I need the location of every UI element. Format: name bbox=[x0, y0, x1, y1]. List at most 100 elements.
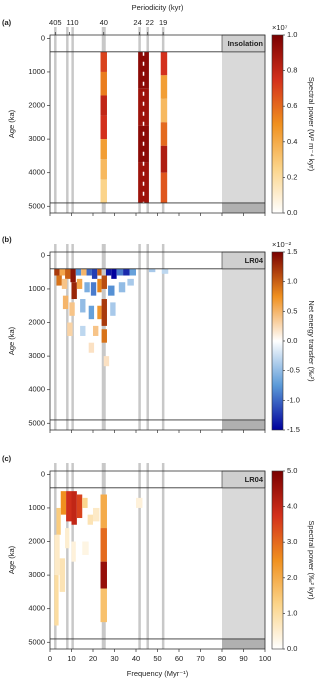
heatmap-cell bbox=[82, 541, 89, 555]
heatmap-cell bbox=[65, 268, 71, 279]
heatmap-cell bbox=[108, 285, 115, 296]
colorbar-tick-label: 1.0 bbox=[287, 277, 297, 286]
colorbar bbox=[271, 470, 284, 650]
colorbar-tick-label: 2.0 bbox=[287, 573, 297, 582]
tag: LR04 bbox=[245, 475, 264, 484]
y-tick-label: 0 bbox=[41, 250, 45, 259]
x-tick-label: 50 bbox=[153, 654, 161, 663]
heatmap-cell bbox=[129, 268, 136, 276]
shaded-region bbox=[222, 419, 265, 430]
heatmap-cell bbox=[88, 305, 95, 320]
heatmap-cell bbox=[90, 282, 97, 296]
x-axis-label: Frequency (Myr⁻¹) bbox=[127, 669, 189, 678]
panel: (a) Insolation 0 1000 2000 3000 4000 5000 Age (k… bbox=[2, 3, 316, 217]
top-tick-label: 110 bbox=[67, 18, 79, 27]
heatmap-cell bbox=[82, 497, 88, 508]
top-tick-label: 40 bbox=[100, 18, 108, 27]
x-tick-label: 20 bbox=[89, 654, 97, 663]
colorbar-tick-label: 3.0 bbox=[287, 537, 297, 546]
heatmap-cell bbox=[97, 278, 102, 293]
colorbar-tick-label: 0.8 bbox=[287, 66, 297, 75]
shaded-region bbox=[222, 638, 265, 649]
colorbar-tick-label: 0.2 bbox=[287, 172, 297, 181]
shaded-region bbox=[222, 202, 265, 213]
panel-label: (a) bbox=[2, 18, 12, 27]
colorbar-tick-label: 0.6 bbox=[287, 101, 297, 110]
heatmap-cell bbox=[100, 115, 107, 140]
heatmap-cell bbox=[84, 282, 90, 293]
shaded-region bbox=[222, 252, 265, 430]
y-tick-label: 4000 bbox=[28, 168, 45, 177]
x-tick-label: 100 bbox=[259, 654, 272, 663]
heatmap-cell bbox=[160, 122, 168, 146]
heatmap-cell bbox=[100, 561, 107, 589]
heatmap-cell bbox=[100, 159, 107, 180]
heatmap-cell bbox=[59, 558, 66, 592]
colorbar-tick-label: 1.0 bbox=[287, 30, 297, 39]
heatmap-cell bbox=[76, 494, 83, 519]
y-tick-label: 1000 bbox=[28, 503, 45, 512]
heatmap-cell bbox=[160, 145, 168, 173]
heatmap-cell bbox=[97, 305, 102, 320]
colorbar-exponent: ×10⁻² bbox=[272, 240, 292, 249]
top-tick-label: 24 bbox=[133, 18, 141, 27]
heatmap-cell bbox=[71, 491, 77, 525]
y-axis-label: Age (ka) bbox=[7, 326, 16, 355]
heatmap-cell bbox=[71, 541, 76, 562]
heatmap-cell bbox=[87, 514, 93, 525]
colorbar-label: Net energy transfer (‰²) bbox=[307, 300, 316, 382]
x-tick-label: 40 bbox=[132, 654, 140, 663]
y-tick-label: 0 bbox=[41, 33, 45, 42]
heatmap-cell bbox=[138, 51, 149, 89]
heatmap-cell bbox=[103, 356, 110, 367]
colorbar-tick-label: 0.5 bbox=[287, 306, 297, 315]
colorbar bbox=[271, 251, 284, 431]
x-tick-label: 0 bbox=[48, 654, 52, 663]
heatmap-cell bbox=[56, 507, 61, 535]
heatmap-cell bbox=[54, 268, 60, 276]
heatmap-cell bbox=[100, 494, 107, 529]
heatmap-cell bbox=[116, 268, 124, 276]
heatmap-cell bbox=[71, 282, 77, 300]
heatmap-cell bbox=[86, 268, 92, 276]
heatmap-cell bbox=[101, 299, 107, 326]
heatmap-cell bbox=[65, 528, 70, 549]
heatmap-cell bbox=[100, 51, 107, 72]
heatmap-cell bbox=[62, 295, 69, 310]
heatmap-cell bbox=[100, 95, 107, 116]
heatmap-cell bbox=[59, 268, 66, 276]
panel-label: (c) bbox=[2, 454, 12, 463]
heatmap-cell bbox=[100, 179, 107, 203]
heatmap-cell bbox=[160, 75, 168, 99]
heatmap-cell bbox=[69, 302, 75, 316]
heatmap-cell bbox=[101, 329, 107, 343]
heatmap-cell bbox=[127, 278, 134, 286]
colorbar-tick-label: 1.0 bbox=[287, 608, 297, 617]
top-tick-label: 405 bbox=[49, 18, 62, 27]
top-tick-label: 22 bbox=[146, 18, 154, 27]
colorbar-tick-label: 4.0 bbox=[287, 502, 297, 511]
y-tick-label: 2000 bbox=[28, 318, 45, 327]
colorbar-tick-label: -1.5 bbox=[287, 425, 300, 434]
heatmap-cell bbox=[76, 278, 83, 289]
y-tick-label: 4000 bbox=[28, 604, 45, 613]
y-tick-label: 1000 bbox=[28, 67, 45, 76]
tag: LR04 bbox=[245, 256, 264, 265]
heatmap-cell bbox=[97, 268, 102, 276]
heatmap-cell bbox=[75, 268, 82, 276]
y-tick-label: 2000 bbox=[28, 101, 45, 110]
colorbar-tick-label: 5.0 bbox=[287, 466, 297, 475]
top-axis-label: Periodicity (kyr) bbox=[132, 3, 184, 12]
heatmap-cell bbox=[160, 51, 168, 76]
top-tick-label: 19 bbox=[159, 18, 167, 27]
heatmap-cell bbox=[160, 172, 168, 203]
colorbar-label: Spectral power (W² m⁻⁴ kyr) bbox=[307, 77, 316, 172]
x-tick-label: 90 bbox=[239, 654, 247, 663]
colorbar-tick-label: 0.0 bbox=[287, 644, 297, 653]
heatmap-cell bbox=[88, 342, 95, 353]
heatmap-cell bbox=[105, 268, 112, 276]
heatmap-cell bbox=[136, 497, 143, 508]
heatmap-cell bbox=[93, 507, 100, 522]
y-tick-label: 4000 bbox=[28, 385, 45, 394]
y-tick-label: 3000 bbox=[28, 351, 45, 360]
